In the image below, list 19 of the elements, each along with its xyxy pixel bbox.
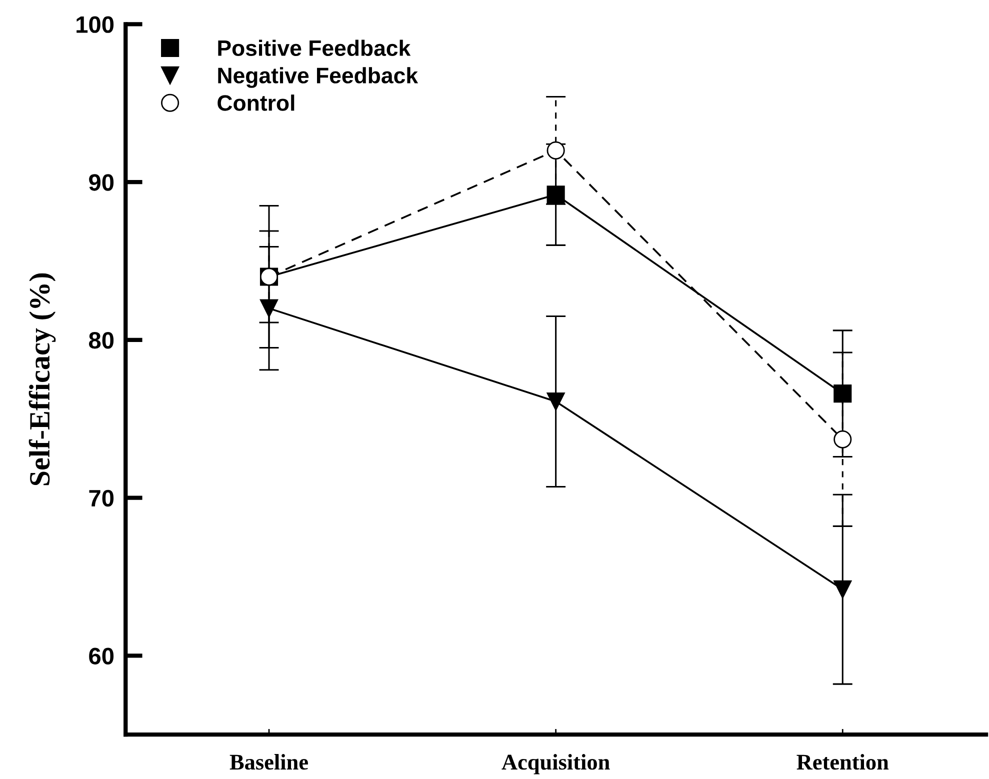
y-tick-label: 100 [76,16,114,33]
point [834,580,852,598]
legend-label: Control [218,94,294,111]
y-tick-label: 80 [88,332,114,349]
x-tick-label: Baseline [230,754,308,770]
point [546,186,565,204]
y-axis-title: Self-Efficacy (%) [28,273,56,486]
point [260,299,278,318]
point [834,430,852,448]
legend-label: Negative Feedback [218,67,418,88]
point [546,392,565,411]
point [834,384,852,403]
y-tick-label: 60 [89,648,114,664]
x-tick-label: Retention [796,754,889,770]
legend-label: Positive Feedback [218,40,411,56]
point [546,141,565,160]
y-tick-label: 90 [89,174,114,191]
y-tick-label: 70 [89,490,114,507]
x-tick-label: Acquisition [502,754,610,774]
